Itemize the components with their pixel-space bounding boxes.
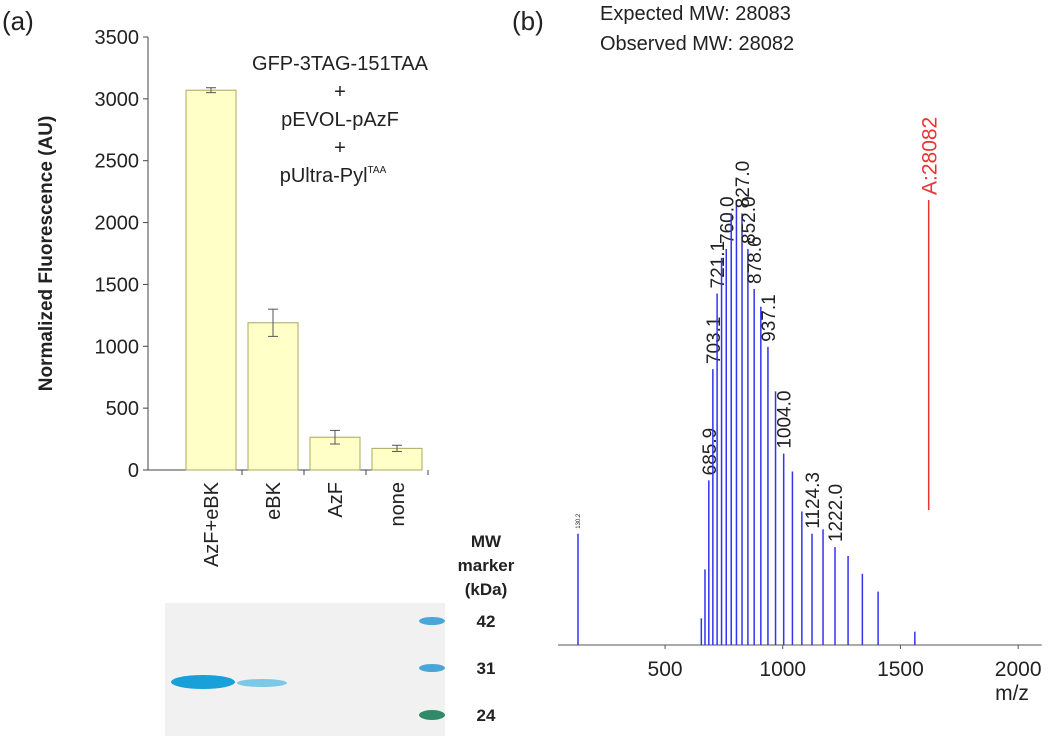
peak-label: 852.0 bbox=[739, 196, 760, 244]
gel-marker-title: MW bbox=[471, 532, 502, 551]
gel-marker-band bbox=[419, 664, 445, 672]
x-tick-label: AzF+eBK bbox=[201, 481, 223, 567]
y-tick-label: 1000 bbox=[95, 336, 140, 358]
y-tick-label: 0 bbox=[128, 460, 139, 482]
annotation: + bbox=[334, 81, 346, 103]
peak-label: 827.0 bbox=[733, 161, 754, 209]
annotation: Observed MW: 28082 bbox=[600, 33, 794, 55]
y-axis-label: Normalized Fluorescence (AU) bbox=[36, 116, 57, 392]
y-tick-label: 2000 bbox=[95, 213, 140, 235]
peak-label: 1222.0 bbox=[826, 484, 847, 542]
x-tick-label: 1000 bbox=[759, 658, 806, 681]
x-tick-label: none bbox=[387, 482, 409, 527]
gel-marker-title: marker bbox=[458, 556, 515, 575]
gel-band bbox=[171, 675, 235, 689]
x-tick-label: 500 bbox=[648, 658, 683, 681]
gel-band bbox=[237, 679, 287, 687]
gel-marker-title: (kDa) bbox=[465, 580, 508, 599]
gel-marker-label: 31 bbox=[477, 659, 496, 678]
gel-marker-band bbox=[419, 710, 445, 720]
annotation-superscript: TAA bbox=[368, 165, 387, 176]
peak-label: 703.1 bbox=[704, 317, 725, 365]
gel-marker-label: 24 bbox=[477, 706, 496, 725]
annotation: pEVOL-pAzF bbox=[281, 109, 399, 131]
bar bbox=[185, 89, 237, 471]
peak-label: 130.2 bbox=[576, 513, 582, 529]
y-tick-label: 3500 bbox=[95, 27, 140, 49]
deconvolution-label: A:28082 bbox=[919, 117, 942, 195]
peak-label: 721.1 bbox=[708, 241, 729, 289]
y-tick-label: 500 bbox=[106, 398, 139, 420]
y-tick-label: 2500 bbox=[95, 151, 140, 173]
gel-background bbox=[165, 603, 445, 736]
peak-label: 760.0 bbox=[717, 196, 738, 244]
gel-marker-label: 42 bbox=[477, 612, 496, 631]
peak-label: 1004.0 bbox=[775, 391, 796, 449]
bar bbox=[247, 322, 299, 471]
peak-label: 1124.3 bbox=[803, 472, 824, 529]
peak-label: 685.9 bbox=[700, 428, 721, 476]
panel-label: (a) bbox=[2, 6, 34, 36]
x-tick-label: AzF bbox=[325, 482, 347, 518]
gel-marker-band bbox=[419, 617, 445, 625]
x-tick-label: 2000 bbox=[995, 658, 1042, 681]
y-tick-label: 1500 bbox=[95, 274, 140, 296]
x-tick-label: eBK bbox=[263, 481, 285, 519]
x-tick-label: 1500 bbox=[877, 658, 924, 681]
panel-label: (b) bbox=[512, 6, 544, 36]
peak-label: 937.1 bbox=[759, 294, 780, 342]
y-tick-label: 3000 bbox=[95, 89, 140, 111]
annotation: Expected MW: 28083 bbox=[600, 3, 791, 25]
annotation: + bbox=[334, 137, 346, 159]
annotation: pUltra-PylTAA bbox=[280, 165, 387, 187]
x-axis-label: m/z bbox=[995, 682, 1029, 705]
annotation: GFP-3TAG-151TAA bbox=[252, 53, 429, 75]
peak-label: 878.6 bbox=[745, 236, 766, 284]
